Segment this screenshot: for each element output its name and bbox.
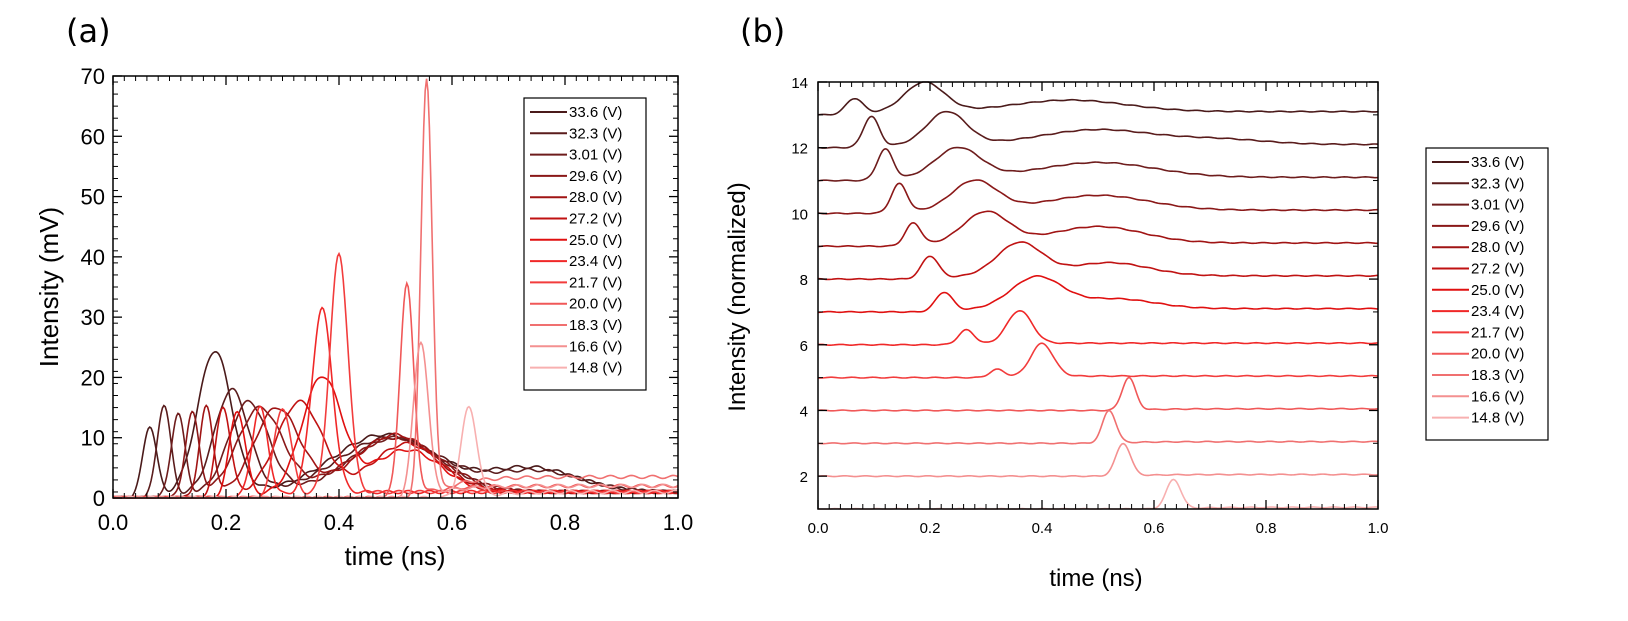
panel-b-label: (b) (740, 12, 785, 50)
panel-b-series-line (817, 241, 1379, 281)
panel-a: (a) 0.0 0.2 0.4 0.6 0.8 1.0 0 10 20 30 40 50 60 70 ti… (34, 12, 693, 571)
panel-a-legend-label: 14.8 (V) (569, 360, 622, 377)
panel-b-xtick-label: 0.2 (920, 520, 941, 537)
panel-b-xlabel: time (ns) (1049, 565, 1142, 592)
panel-b-legend-label: 23.4 (V) (1471, 303, 1524, 320)
panel-b-xtick-label: 0.4 (1032, 520, 1053, 537)
panel-b-legend-label: 16.6 (V) (1471, 388, 1524, 405)
panel-a-legend-box (523, 97, 647, 391)
panel-b-ytick-label: 6 (800, 338, 808, 355)
panel-b-xtick-label: 0.6 (1144, 520, 1165, 537)
panel-a-ytick-label: 0 (93, 486, 105, 511)
panel-a-xtick-label: 0.8 (550, 510, 581, 535)
panel-b-series-line (817, 179, 1379, 215)
panel-a-legend-label: 18.3 (V) (569, 317, 622, 334)
panel-a-xlabel: time (ns) (344, 541, 445, 571)
panel-b-legend-box (1425, 147, 1549, 441)
panel-a-ytick-label: 60 (81, 124, 105, 149)
panel-b-ticks: 0.0 0.2 0.4 0.6 0.8 1.0 2 4 6 8 10 12 14 (791, 75, 1388, 537)
panel-a-xtick-label: 1.0 (663, 510, 694, 535)
panel-a-legend-label: 3.01 (V) (569, 147, 622, 164)
panel-b-legend-label: 18.3 (V) (1471, 367, 1524, 384)
panel-b-series-line (817, 110, 1379, 149)
panel-b-xtick-label: 1.0 (1368, 520, 1389, 537)
panel-b-legend: 33.6 (V) 32.3 (V) 3.01 (V) 29.6 (V) 28.0 (V)… (1425, 147, 1549, 441)
panel-a-ylabel: Intensity (mV) (34, 207, 64, 367)
panel-a-ytick-label: 20 (81, 365, 105, 390)
panel-a-legend-label: 32.3 (V) (569, 125, 622, 142)
panel-b-ytick-label: 10 (791, 206, 808, 223)
panel-b-legend-label: 27.2 (V) (1471, 261, 1524, 278)
panel-b-legend-label: 25.0 (V) (1471, 282, 1524, 299)
panel-b-series-line (817, 146, 1379, 182)
panel-a-label: (a) (66, 12, 111, 50)
panel-b-legend-label: 33.6 (V) (1471, 154, 1524, 171)
panel-a-legend-label: 16.6 (V) (569, 338, 622, 355)
panel-b-series-line (817, 274, 1379, 314)
panel-a-legend-label: 23.4 (V) (569, 253, 622, 270)
panel-b-legend-label: 29.6 (V) (1471, 218, 1524, 235)
panel-b-series-line (817, 376, 1379, 412)
panel-b-ytick-label: 2 (800, 469, 808, 486)
panel-a-legend-label: 21.7 (V) (569, 274, 622, 291)
panel-b-xtick-label: 0.0 (808, 520, 829, 537)
panel-b-ytick-label: 4 (800, 403, 808, 420)
panel-b-ytick-label: 14 (791, 75, 808, 92)
panel-a-legend: 33.6 (V) 32.3 (V) 3.01 (V) 29.6 (V) 28.0 (V)… (523, 97, 647, 391)
panel-a-xtick-label: 0.6 (437, 510, 468, 535)
panel-a-ytick-label: 40 (81, 245, 105, 270)
panel-b-legend-label: 20.0 (V) (1471, 346, 1524, 363)
panel-b-legend-label: 3.01 (V) (1471, 197, 1524, 214)
panel-b-series-line (817, 442, 1379, 478)
panel-a-ticks: 0.0 0.2 0.4 0.6 0.8 1.0 0 10 20 30 40 50 60 70 (81, 64, 694, 535)
panel-b-series-line (817, 409, 1379, 445)
panel-a-ytick-label: 70 (81, 64, 105, 89)
panel-b-xtick-label: 0.8 (1256, 520, 1277, 537)
panel-a-ytick-label: 10 (81, 426, 105, 451)
panel-b-ylabel: Intensity (normalized) (724, 182, 751, 411)
panel-a-legend-label: 20.0 (V) (569, 296, 622, 313)
panel-b-series (817, 81, 1379, 510)
panel-a-ytick-label: 50 (81, 185, 105, 210)
panel-b-series-line (817, 342, 1379, 379)
panel-b-legend-label: 32.3 (V) (1471, 175, 1524, 192)
panel-a-xtick-label: 0.2 (211, 510, 242, 535)
panel-b-legend-label: 21.7 (V) (1471, 324, 1524, 341)
panel-b-legend-label: 14.8 (V) (1471, 410, 1524, 427)
panel-b-frame (817, 81, 1379, 510)
panel-a-xtick-label: 0.4 (324, 510, 355, 535)
panel-a-legend-label: 28.0 (V) (569, 189, 622, 206)
panel-b-series-line (817, 210, 1379, 248)
panel-b-legend-label: 28.0 (V) (1471, 239, 1524, 256)
panel-b-ytick-label: 8 (800, 272, 808, 289)
panel-b-series-line (817, 81, 1379, 116)
panel-a-legend-label: 33.6 (V) (569, 104, 622, 121)
panel-b: (b) 0.0 0.2 0.4 0.6 0.8 1.0 2 4 6 8 10 12 14 time (n… (724, 12, 1549, 592)
panel-a-legend-label: 27.2 (V) (569, 211, 622, 228)
panel-b-ytick-label: 12 (791, 141, 808, 158)
panel-a-legend-label: 29.6 (V) (569, 168, 622, 185)
panel-a-xtick-label: 0.0 (98, 510, 129, 535)
panel-b-series-line (817, 310, 1379, 346)
panel-a-legend-label: 25.0 (V) (569, 232, 622, 249)
panel-a-ytick-label: 30 (81, 305, 105, 330)
